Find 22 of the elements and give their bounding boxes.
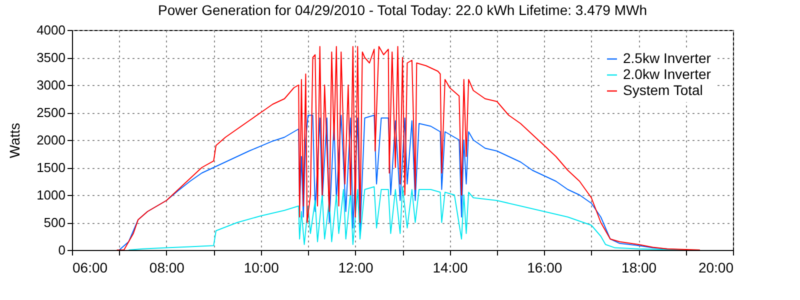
x-tick-label: 10:00 [244,260,280,276]
y-tick-label: 3000 [36,78,66,92]
chart-title: Power Generation for 04/29/2010 - Total Today: 22.0 kWh Lifetime: 3.479 MWh [158,2,647,18]
y-tick-label: 3500 [36,50,66,65]
x-tick-label: 20:00 [698,260,734,276]
y-tick-label: 500 [44,215,66,230]
x-tick-label: 16:00 [527,260,562,276]
x-tick-label: 12:00 [338,260,374,276]
x-tick-label: 06:00 [72,260,108,276]
legend-label: 2.0kw Inverter [623,66,712,82]
y-tick-label: 2500 [36,105,66,120]
y-tick-label: 1500 [36,160,66,175]
y-tick-label: 1000 [36,188,66,202]
x-tick-label: 14:00 [432,260,468,276]
y-tick-label: 2000 [36,132,66,148]
y-axis-title: Watts [6,122,23,158]
x-tick-label: 08:00 [149,260,185,276]
x-tick-label: 18:00 [622,260,657,276]
y-tick-label: 0 [58,242,66,258]
y-tick-label: 4000 [36,22,66,38]
legend-label: System Total [623,82,703,98]
legend-label: 2.5kw Inverter [623,50,712,66]
